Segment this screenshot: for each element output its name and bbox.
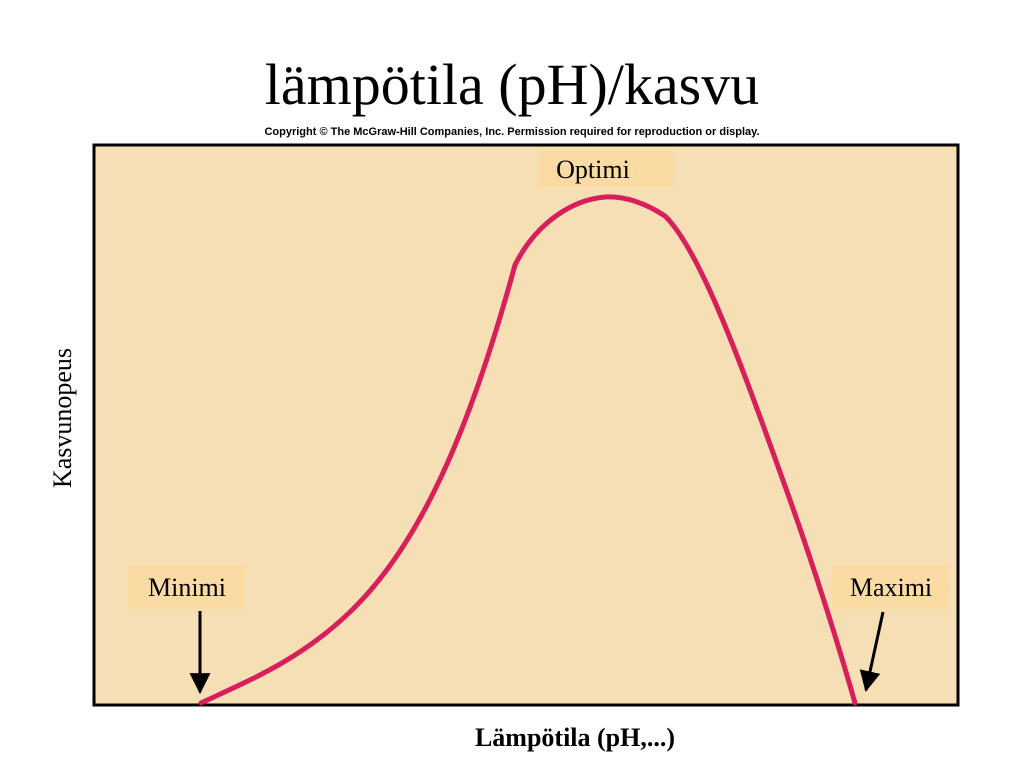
optimum-label-box [537, 150, 674, 187]
maximum-callout: Maximi [832, 565, 950, 693]
minimum-label-box [128, 565, 246, 610]
maximum-label-box [832, 565, 950, 610]
x-axis-label: Lämpötila (pH,...) [474, 723, 676, 752]
growth-curve [198, 194, 858, 706]
maximum-label: Maximi [850, 573, 932, 602]
minimum-callout: Minimi [128, 565, 246, 695]
copyright-notice: Copyright © The McGraw-Hill Companies, I… [264, 126, 760, 138]
y-axis-label: Kasvunopeus [48, 347, 77, 489]
slide-title: lämpötila (pH)/kasvu [264, 52, 760, 117]
optimum-callout: Optimi [537, 150, 674, 187]
minimum-label: Minimi [148, 573, 226, 602]
optimum-label: Optimi [556, 155, 630, 184]
maximum-arrow [859, 611, 885, 693]
plot-panel [92, 143, 960, 707]
